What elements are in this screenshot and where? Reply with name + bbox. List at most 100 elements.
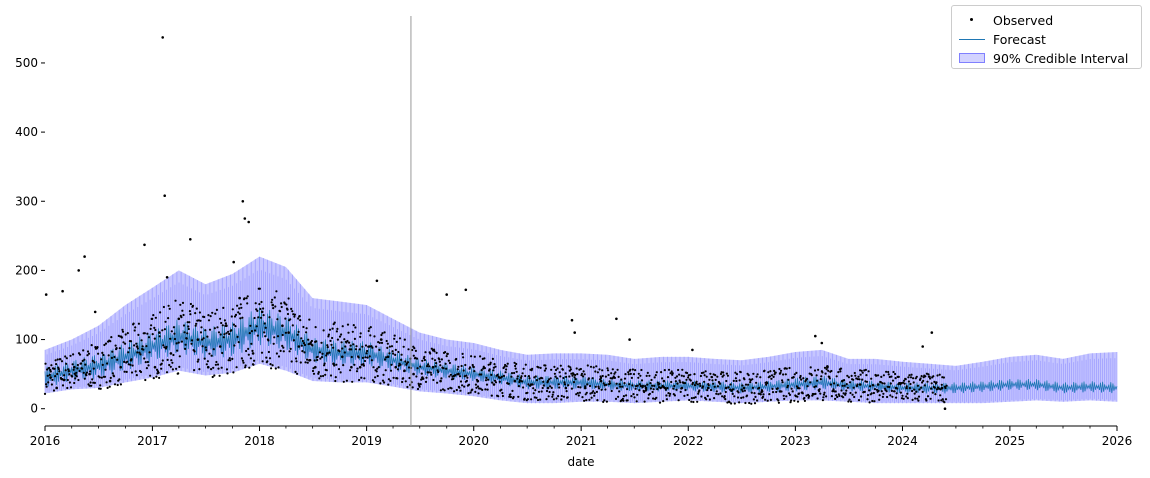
- observed-point: [940, 383, 943, 386]
- observed-point: [99, 384, 102, 387]
- observed-point: [921, 390, 924, 393]
- observed-point: [350, 365, 353, 369]
- observed-point: [341, 355, 344, 359]
- observed-point: [431, 365, 435, 369]
- observed-point: [129, 363, 132, 366]
- observed-point: [779, 371, 782, 374]
- observed-point: [670, 380, 673, 384]
- observed-point: [675, 375, 679, 378]
- observed-point: [550, 368, 553, 371]
- observed-point: [178, 355, 181, 358]
- observed-point: [241, 359, 244, 362]
- observed-point: [823, 366, 827, 369]
- observed-point: [764, 398, 767, 401]
- observed-point: [796, 395, 799, 398]
- observed-point: [879, 381, 882, 384]
- observed-point: [775, 390, 778, 394]
- observed-point: [274, 367, 277, 370]
- observed-point: [305, 331, 308, 334]
- observed-point: [390, 345, 394, 348]
- observed-point: [51, 378, 54, 381]
- observed-point: [507, 382, 510, 385]
- observed-point: [591, 377, 594, 380]
- observed-point: [66, 386, 69, 390]
- observed-point: [559, 375, 562, 378]
- observed-point: [135, 374, 138, 377]
- observed-point: [816, 379, 819, 382]
- observed-point: [910, 373, 913, 376]
- observed-point: [580, 372, 584, 375]
- observed-point: [850, 374, 853, 377]
- observed-point: [208, 328, 212, 331]
- observed-point: [227, 330, 230, 333]
- observed-point: [681, 368, 684, 371]
- observed-point: [759, 393, 762, 396]
- observed-point: [411, 386, 414, 389]
- observed-point: [876, 383, 880, 386]
- observed-point: [67, 370, 70, 373]
- observed-point: [215, 360, 218, 364]
- observed-point: [196, 319, 199, 322]
- observed-cloud: [43, 287, 948, 405]
- observed-point: [431, 357, 434, 360]
- observed-point: [887, 373, 890, 376]
- observed-point: [357, 356, 360, 359]
- observed-point: [368, 327, 371, 330]
- observed-point: [404, 380, 407, 383]
- observed-point: [415, 375, 418, 378]
- observed-point: [197, 358, 200, 361]
- observed-point: [569, 366, 572, 369]
- observed-point: [119, 365, 122, 369]
- observed-point: [276, 318, 279, 321]
- observed-point: [424, 380, 428, 383]
- observed-point: [180, 316, 183, 319]
- observed-point: [145, 345, 148, 348]
- observed-point: [225, 324, 228, 328]
- observed-point: [182, 313, 185, 317]
- observed-point: [509, 395, 512, 399]
- observed-point: [308, 359, 311, 362]
- observed-point: [594, 385, 597, 388]
- observed-point: [448, 375, 451, 378]
- observed-point: [833, 382, 836, 385]
- observed-point: [181, 301, 185, 304]
- observed-point: [586, 383, 589, 386]
- observed-point: [731, 392, 734, 395]
- observed-point: [548, 390, 551, 394]
- observed-point: [318, 351, 321, 354]
- observed-point: [929, 397, 932, 400]
- observed-point: [487, 378, 490, 381]
- observed-point: [348, 348, 351, 351]
- observed-point: [236, 335, 239, 338]
- observed-point: [795, 371, 798, 374]
- observed-point: [856, 378, 860, 381]
- observed-point: [313, 359, 316, 362]
- observed-point: [327, 335, 330, 338]
- observed-point: [301, 339, 304, 343]
- observed-point: [517, 385, 521, 388]
- observed-point: [312, 367, 315, 370]
- observed-point: [59, 358, 62, 361]
- observed-point: [505, 368, 508, 371]
- observed-point: [354, 326, 357, 329]
- observed-point: [563, 383, 567, 386]
- observed-point: [288, 350, 291, 353]
- observed-point: [869, 385, 872, 388]
- observed-point: [828, 377, 831, 380]
- observed-point: [615, 387, 619, 390]
- observed-point: [271, 364, 274, 367]
- observed-point: [199, 331, 203, 334]
- observed-point: [822, 393, 826, 396]
- observed-point: [836, 384, 839, 387]
- observed-point: [890, 389, 894, 392]
- observed-point: [61, 289, 64, 293]
- observed-point: [941, 398, 944, 401]
- observed-point: [814, 334, 817, 338]
- observed-point: [136, 347, 139, 350]
- x-tick-label: 2022: [673, 434, 704, 448]
- observed-point: [606, 369, 610, 372]
- observed-point: [508, 395, 511, 398]
- observed-point: [453, 390, 456, 393]
- observed-point: [361, 345, 364, 348]
- observed-point: [792, 376, 795, 379]
